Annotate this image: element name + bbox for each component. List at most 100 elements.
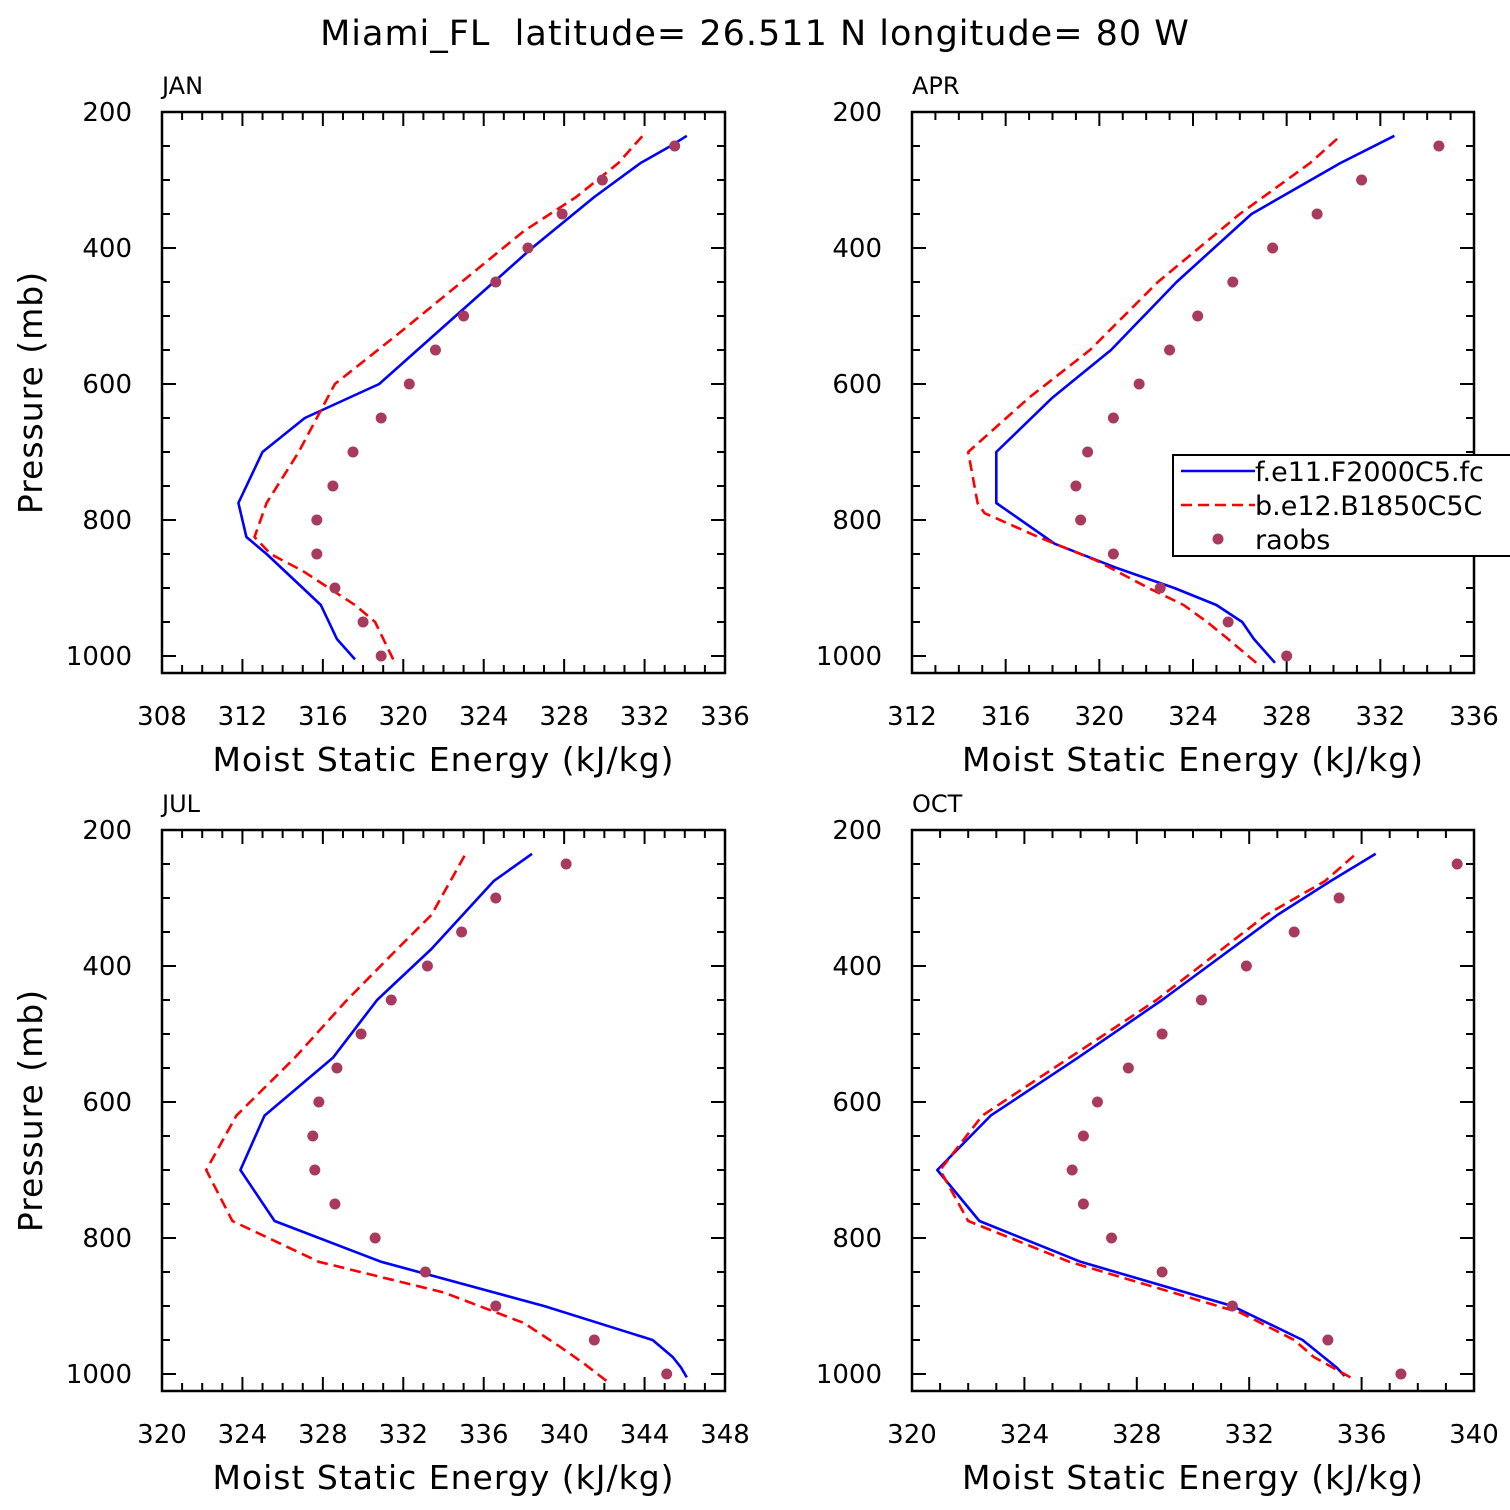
y-tick-label: 400 bbox=[82, 952, 132, 982]
raobs-point bbox=[1106, 1232, 1118, 1244]
raobs-point bbox=[1240, 960, 1252, 972]
x-axis-label: Moist Static Energy (kJ/kg) bbox=[212, 740, 674, 779]
raobs-point bbox=[403, 378, 415, 390]
x-tick-label: 316 bbox=[981, 702, 1031, 732]
legend-swatch-marker bbox=[1212, 533, 1224, 545]
raobs-point bbox=[588, 1334, 600, 1346]
x-tick-label: 340 bbox=[1449, 1420, 1499, 1450]
series-line-f-e11 bbox=[994, 134, 1395, 664]
y-tick-label: 600 bbox=[82, 1088, 132, 1118]
raobs-point bbox=[355, 1028, 367, 1040]
raobs-point bbox=[1156, 1266, 1168, 1278]
raobs-point bbox=[313, 1096, 325, 1108]
raobs-point bbox=[327, 480, 339, 492]
x-tick-label: 320 bbox=[378, 702, 428, 732]
x-tick-label: 340 bbox=[539, 1420, 589, 1450]
x-tick-label: 324 bbox=[1168, 702, 1218, 732]
x-tick-label: 324 bbox=[459, 702, 509, 732]
raobs-point bbox=[1192, 310, 1204, 322]
raobs-point bbox=[1122, 1062, 1134, 1074]
raobs-point bbox=[1066, 1164, 1078, 1176]
raobs-point bbox=[1433, 140, 1445, 152]
panel-title: JUL bbox=[160, 790, 201, 818]
y-tick-label: 1000 bbox=[66, 1360, 132, 1390]
raobs-point bbox=[329, 582, 341, 594]
series-line-b-e12 bbox=[966, 134, 1342, 664]
raobs-point bbox=[369, 1232, 381, 1244]
raobs-point bbox=[309, 1164, 321, 1176]
legend-entry: b.e12.B1850C5C bbox=[1255, 491, 1482, 522]
series-line-f-e11 bbox=[237, 134, 688, 661]
raobs-point bbox=[311, 548, 323, 560]
raobs-point bbox=[1311, 208, 1323, 220]
raobs-point bbox=[1322, 1334, 1334, 1346]
x-tick-label: 344 bbox=[620, 1420, 670, 1450]
raobs-point bbox=[522, 242, 534, 254]
series-line-b-e12 bbox=[253, 134, 644, 660]
x-tick-label: 336 bbox=[459, 1420, 509, 1450]
panel-title: JAN bbox=[160, 72, 203, 100]
raobs-point bbox=[1077, 1130, 1089, 1142]
raobs-point bbox=[490, 1300, 502, 1312]
x-tick-label: 312 bbox=[218, 702, 268, 732]
raobs-point bbox=[357, 616, 369, 628]
raobs-point bbox=[1281, 650, 1293, 662]
raobs-point bbox=[669, 140, 681, 152]
raobs-point bbox=[1077, 1198, 1089, 1210]
y-tick-label: 200 bbox=[82, 816, 132, 846]
series-group bbox=[237, 134, 688, 662]
raobs-point bbox=[458, 310, 470, 322]
legend-entry: f.e11.F2000C5.fc bbox=[1255, 457, 1484, 488]
figure-title: Miami_FL latitude= 26.511 N longitude= 8… bbox=[320, 14, 1190, 54]
panel-title: APR bbox=[912, 72, 960, 100]
raobs-point bbox=[596, 174, 608, 186]
raobs-point bbox=[1227, 276, 1239, 288]
x-axis-label: Moist Static Energy (kJ/kg) bbox=[212, 1458, 674, 1497]
raobs-point bbox=[375, 412, 387, 424]
plot-frame bbox=[160, 828, 727, 1393]
series-line-b-e12 bbox=[204, 853, 608, 1382]
x-tick-label: 348 bbox=[700, 1420, 750, 1450]
raobs-point bbox=[1154, 582, 1166, 594]
x-tick-label: 328 bbox=[539, 702, 589, 732]
raobs-point bbox=[1333, 892, 1345, 904]
x-tick-label: 320 bbox=[887, 1420, 937, 1450]
raobs-point bbox=[1451, 858, 1463, 870]
plot-frame bbox=[160, 110, 727, 675]
raobs-point bbox=[1288, 926, 1300, 938]
series-line-f-e11 bbox=[935, 852, 1377, 1377]
series-group bbox=[966, 134, 1445, 664]
raobs-point bbox=[1107, 548, 1119, 560]
y-tick-label: 400 bbox=[832, 952, 882, 982]
x-tick-label: 336 bbox=[1337, 1420, 1387, 1450]
y-tick-label: 800 bbox=[832, 506, 882, 536]
raobs-point bbox=[456, 926, 468, 938]
x-tick-label: 336 bbox=[700, 702, 750, 732]
x-tick-label: 336 bbox=[1449, 702, 1499, 732]
y-tick-label: 800 bbox=[82, 506, 132, 536]
y-axis-label: Pressure (mb) bbox=[11, 989, 50, 1232]
x-tick-label: 316 bbox=[298, 702, 348, 732]
raobs-point bbox=[490, 892, 502, 904]
x-tick-label: 332 bbox=[378, 1420, 428, 1450]
raobs-point bbox=[331, 1062, 343, 1074]
x-tick-label: 328 bbox=[1262, 702, 1312, 732]
raobs-point bbox=[1226, 1300, 1238, 1312]
y-tick-label: 800 bbox=[832, 1224, 882, 1254]
raobs-point bbox=[1075, 514, 1087, 526]
raobs-point bbox=[1164, 344, 1176, 356]
x-tick-label: 324 bbox=[218, 1420, 268, 1450]
y-axis-label: Pressure (mb) bbox=[11, 271, 50, 514]
y-tick-label: 1000 bbox=[66, 642, 132, 672]
plot-frame bbox=[910, 110, 1476, 675]
raobs-point bbox=[661, 1368, 673, 1380]
raobs-point bbox=[1107, 412, 1119, 424]
raobs-point bbox=[1091, 1096, 1103, 1108]
raobs-point bbox=[307, 1130, 319, 1142]
raobs-point bbox=[419, 1266, 431, 1278]
y-tick-label: 200 bbox=[832, 98, 882, 128]
